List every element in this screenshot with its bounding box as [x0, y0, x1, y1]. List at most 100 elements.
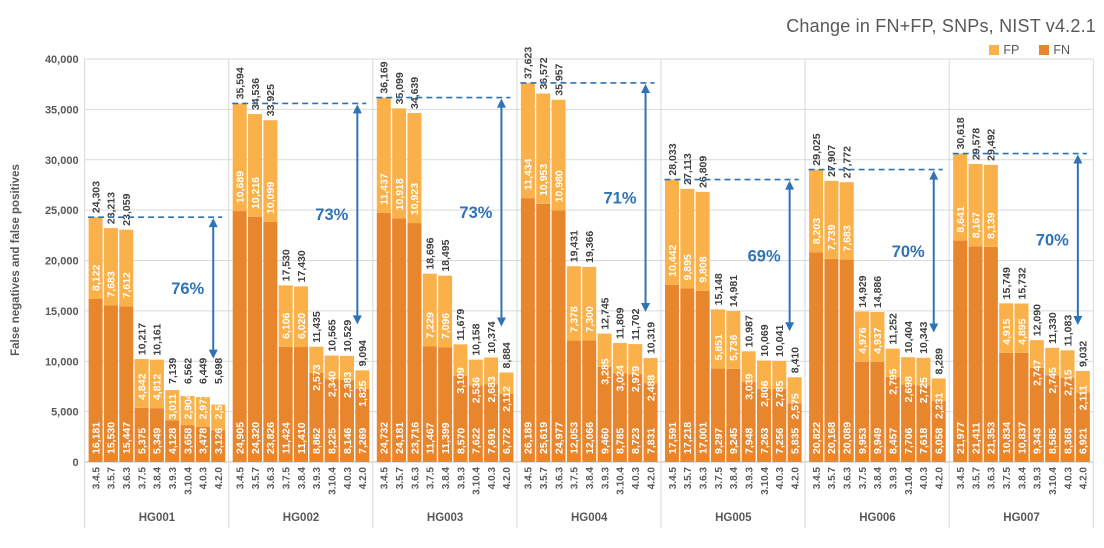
bar-segment-fn	[916, 385, 931, 462]
bar-segment-fn	[324, 379, 339, 462]
bar-label-total: 10,565	[326, 319, 338, 351]
bar-label-total: 34,639	[409, 77, 421, 109]
bar-label-fn: 6,058	[934, 428, 946, 454]
bar-label-fp: 10,099	[265, 182, 277, 214]
x-tick-version-label: 3.9.3	[600, 467, 611, 490]
bar-segment-fp	[665, 179, 679, 285]
bar-segment-fp	[453, 344, 468, 376]
y-tick-label: 15,000	[45, 306, 79, 318]
bar-segment-fp	[772, 360, 787, 389]
bar-segment-fp	[1029, 340, 1044, 368]
bar-label-total: 11,809	[615, 307, 627, 339]
bar-segment-fp	[324, 355, 339, 380]
bar-segment-fp	[294, 286, 309, 348]
bar-label-fp: 2,795	[888, 368, 900, 394]
bar-label-total: 23,059	[121, 193, 133, 225]
bar-label-fp: 2,979	[630, 366, 642, 392]
x-tick-version-label: 4.0.3	[775, 467, 786, 490]
y-tick-label: 5,000	[51, 407, 79, 419]
bar-segment-fn	[484, 384, 499, 462]
bar-label-fp: 2,572	[213, 393, 225, 419]
bar-label-total: 29,578	[970, 128, 982, 160]
x-tick-version-label: 3.4.5	[668, 467, 679, 490]
bar-segment-fp	[536, 93, 551, 204]
bar-label-total: 14,981	[728, 275, 740, 307]
bar-segment-fp	[756, 360, 771, 389]
x-tick-version-label: 3.8.4	[297, 467, 308, 490]
legend-fp-label: FP	[1003, 43, 1020, 57]
legend-item-fp: FP	[989, 43, 1019, 57]
bar-label-total: 11,702	[630, 308, 642, 340]
x-tick-version-label: 3.4.5	[956, 467, 967, 490]
bar-label-fn: 11,410	[296, 422, 308, 454]
x-tick-version-label: 4.0.3	[487, 467, 498, 490]
pct-change-label: 70%	[1036, 231, 1069, 249]
arrowhead-up	[1073, 154, 1083, 164]
group-label: HG003	[427, 512, 463, 524]
bar-label-fp: 2,745	[1047, 367, 1059, 393]
bar-segment-fp	[551, 99, 566, 211]
bar-segment-fn	[665, 284, 679, 462]
bar-label-fp: 5,736	[728, 334, 740, 360]
group-label: HG002	[283, 512, 319, 524]
legend-fn-swatch	[1039, 45, 1050, 55]
bar-label-fn: 9,297	[713, 428, 725, 454]
bar-label-fn: 7,263	[759, 428, 771, 454]
bar-label-total: 19,366	[584, 231, 596, 263]
bar-label-fn: 3,478	[198, 428, 210, 454]
bar-label-fp: 2,231	[934, 393, 946, 419]
x-tick-version-label: 3.5.7	[827, 467, 838, 490]
arrowhead-up	[352, 104, 362, 114]
bar-segment-fn	[695, 290, 710, 462]
bar-segment-fn	[195, 426, 210, 462]
bar-label-fp: 7,229	[425, 312, 437, 338]
bar-label-fn: 20,089	[842, 422, 854, 454]
bar-label-fp: 2,785	[774, 380, 786, 406]
bar-label-total: 12,745	[599, 297, 611, 329]
y-tick-label: 30,000	[45, 155, 79, 167]
bar-segment-fp	[695, 191, 710, 291]
bar-label-fp: 2,971	[198, 393, 210, 419]
bar-segment-fn	[103, 305, 118, 462]
x-tick-version-label: 3.8.4	[873, 467, 884, 490]
bar-label-fn: 4,128	[167, 428, 179, 454]
bar-label-fn: 17,001	[697, 422, 709, 454]
bar-label-fn: 24,320	[250, 422, 262, 454]
bar-label-fp: 2,904	[182, 393, 194, 419]
bar-label-fp: 7,739	[826, 224, 838, 250]
bar-label-fn: 9,953	[857, 428, 869, 454]
bar-label-total: 9,032	[1078, 341, 1090, 367]
bar-segment-fp	[1060, 350, 1075, 378]
bar-label-fp: 10,216	[250, 177, 262, 209]
x-tick-version-label: 4.0.3	[919, 467, 930, 490]
bar-label-fn: 3,658	[182, 428, 194, 454]
bar-segment-fn	[680, 288, 695, 462]
x-tick-version-label: 4.0.3	[1063, 467, 1074, 490]
bar-label-total: 6,562	[182, 358, 194, 384]
bar-segment-fn	[983, 246, 998, 462]
bar-segment-fp	[931, 378, 946, 401]
bar-segment-fn	[824, 258, 839, 462]
bar-segment-fp	[885, 348, 900, 377]
bar-segment-fn	[885, 376, 900, 462]
bar-label-fn: 9,343	[1032, 428, 1044, 454]
bar-label-fn: 8,585	[1047, 428, 1059, 454]
x-tick-version-label: 3.4.5	[91, 467, 102, 490]
bar-label-total: 12,090	[1032, 304, 1044, 336]
bar-segment-fp	[340, 355, 355, 380]
bar-label-fp: 2,536	[471, 377, 483, 403]
legend-item-fn: FN	[1039, 43, 1070, 57]
bar-label-fn: 3,126	[213, 428, 225, 454]
bar-label-fp: 2,698	[903, 376, 915, 402]
bar-segment-fn	[901, 384, 916, 462]
x-tick-version-label: 4.0.3	[631, 467, 642, 490]
y-tick-label: 20,000	[45, 256, 79, 268]
x-tick-version-label: 3.10.4	[904, 467, 915, 495]
y-tick-label: 10,000	[45, 356, 79, 368]
x-tick-version-label: 3.9.3	[744, 467, 755, 490]
bar-label-total: 23,213	[106, 192, 118, 224]
arrowhead-up	[208, 218, 218, 228]
bar-label-fn: 23,826	[265, 422, 277, 454]
chart-title: Change in FN+FP, SNPs, NIST v4.2.1	[786, 16, 1096, 36]
